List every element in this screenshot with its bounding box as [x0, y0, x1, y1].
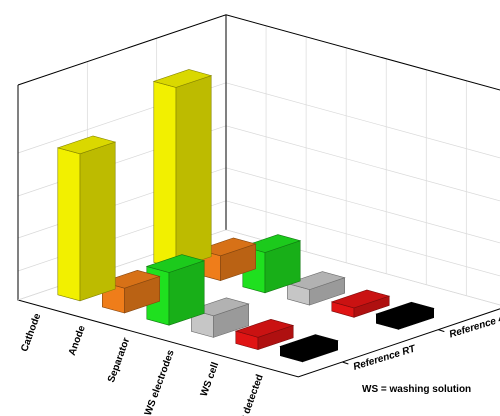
bar-top-face [279, 334, 339, 353]
bar-reference-rt-cathode [56, 135, 117, 302]
bar-top-face [234, 318, 295, 338]
bar-reference-40-c-ws-cell [330, 289, 391, 318]
bar-layer [56, 69, 435, 363]
category-label: WS cell [199, 361, 222, 398]
bar-top-face [190, 297, 250, 317]
category-label: WS electrodes [143, 348, 177, 416]
back-wall-hgrid [225, 200, 500, 277]
back-wall-hgrid [225, 167, 500, 244]
bar-top-face [330, 289, 391, 309]
bar-side-face [175, 75, 212, 269]
bar-top-face [286, 271, 346, 290]
bar-reference-40-c-ws-electrodes [286, 271, 346, 306]
bar-reference-40-c-anode [197, 237, 257, 282]
back-wall-hgrid [225, 82, 500, 159]
bar-front-face [153, 81, 177, 269]
series-tick-mark [438, 329, 445, 333]
bar-top-face [197, 237, 257, 257]
bar-reference-rt-not-detected [279, 334, 339, 363]
bar-top-face [145, 254, 206, 273]
bar-reference-40-c-not-detected [375, 301, 435, 330]
category-label: Not detected [235, 373, 266, 416]
bar-side-face [79, 141, 116, 302]
bar-top-face [56, 135, 117, 155]
category-label: Anode [67, 324, 88, 357]
bar-top-face [375, 301, 435, 321]
wall-top-frame [17, 14, 500, 91]
bar-top-face [241, 234, 302, 253]
bar-top-face [152, 69, 213, 88]
bar-reference-40-c-cathode [152, 69, 213, 269]
category-label: Cathode [19, 312, 43, 354]
floor-front-frame [17, 85, 500, 378]
bar-reference-rt-ws-electrodes [190, 297, 250, 338]
back-wall-hgrid [225, 125, 500, 202]
footnote-annotation: WS = washing solution [362, 384, 471, 395]
category-label: Separator [106, 336, 132, 384]
bar-front-face [57, 147, 81, 302]
bar-reference-rt-ws-cell [234, 318, 295, 351]
bar-top-face [101, 269, 161, 289]
series-tick-mark [342, 361, 349, 365]
